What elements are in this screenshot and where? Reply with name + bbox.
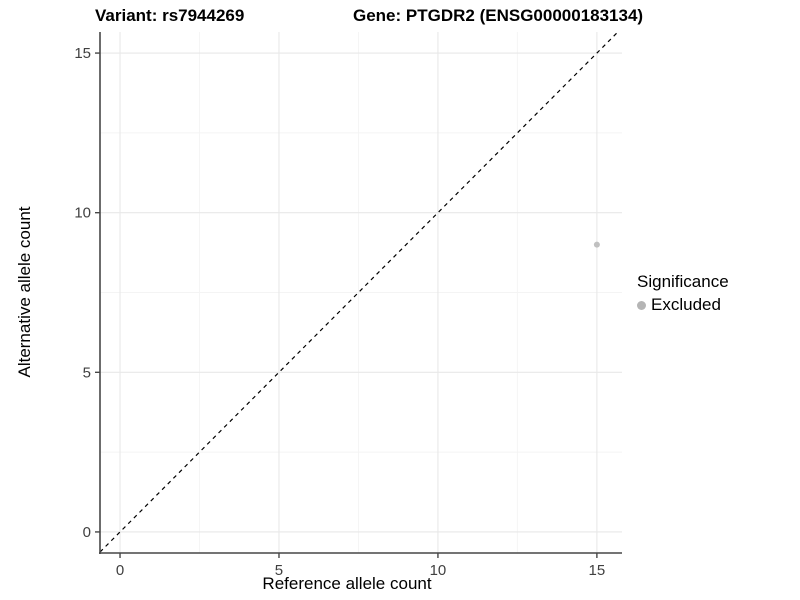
- circle-marker-icon: [637, 300, 646, 310]
- variant-title: Variant: rs7944269: [95, 6, 245, 25]
- x-tick-label: 5: [275, 562, 283, 579]
- identity-line: [99, 31, 619, 553]
- y-tick-label: 10: [74, 205, 91, 222]
- legend-item-label: Excluded: [651, 295, 721, 314]
- x-axis-label: Reference allele count: [262, 574, 432, 593]
- legend: Significance Excluded: [637, 272, 729, 315]
- legend-item-excluded: Excluded: [637, 295, 729, 315]
- x-tick-label: 15: [589, 562, 606, 579]
- x-tick-label: 10: [430, 562, 447, 579]
- y-tick-label: 15: [74, 45, 91, 62]
- data-point: [593, 241, 600, 248]
- gene-title: Gene: PTGDR2 (ENSG00000183134): [353, 6, 644, 25]
- y-tick-label: 0: [83, 524, 91, 541]
- legend-title: Significance: [637, 272, 729, 291]
- y-tick-label: 5: [83, 364, 91, 381]
- x-tick-label: 0: [116, 562, 124, 579]
- y-axis-label: Alternative allele count: [15, 206, 34, 378]
